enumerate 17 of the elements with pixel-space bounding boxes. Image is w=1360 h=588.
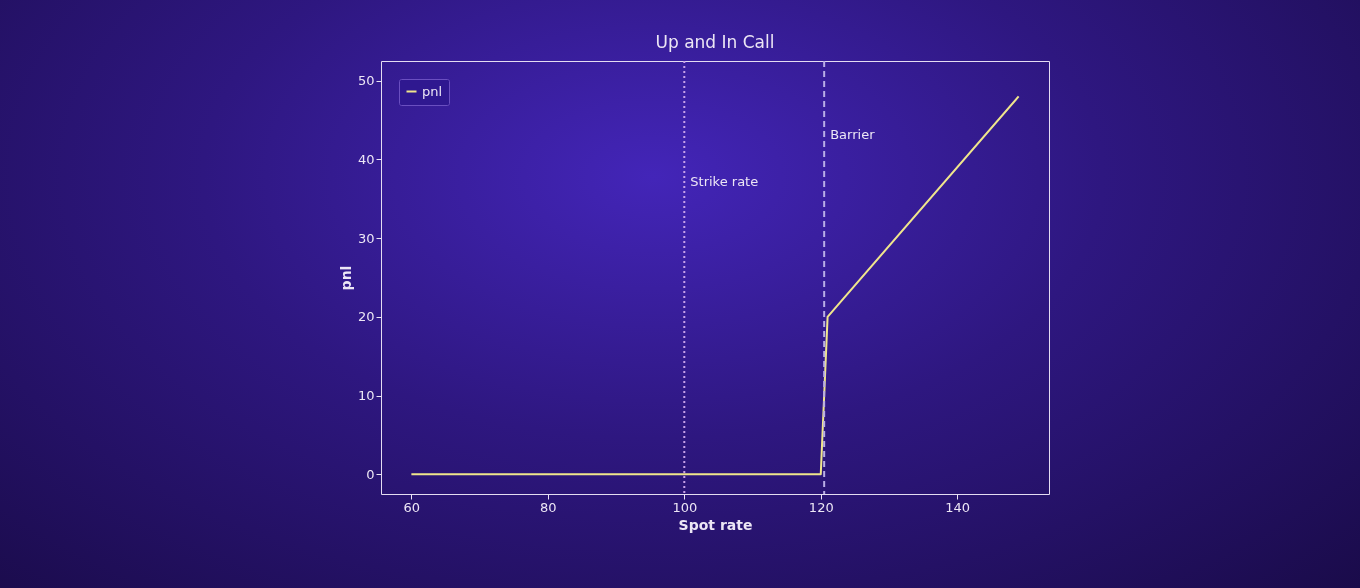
y-tick-label: 10 [357,388,375,404]
x-tick-label: 120 [808,499,834,515]
y-tick-label: 40 [357,151,375,167]
x-tick-label: 140 [945,499,971,515]
y-axis-title: pnl [337,265,354,291]
chart-title: Up and In Call [655,32,775,52]
x-tick-label: 80 [540,499,557,515]
ref-line-label: Barrier [830,126,876,142]
y-tick-label: 30 [357,230,375,246]
ref-line-label: Strike rate [690,174,759,190]
legend-label: pnl [422,83,443,99]
y-tick-label: 20 [357,309,375,325]
x-tick-label: 60 [403,499,421,515]
x-tick-label: 100 [672,499,698,515]
x-axis-title: Spot rate [678,516,753,533]
y-tick-label: 50 [357,73,375,89]
y-tick-label: 0 [366,466,375,482]
